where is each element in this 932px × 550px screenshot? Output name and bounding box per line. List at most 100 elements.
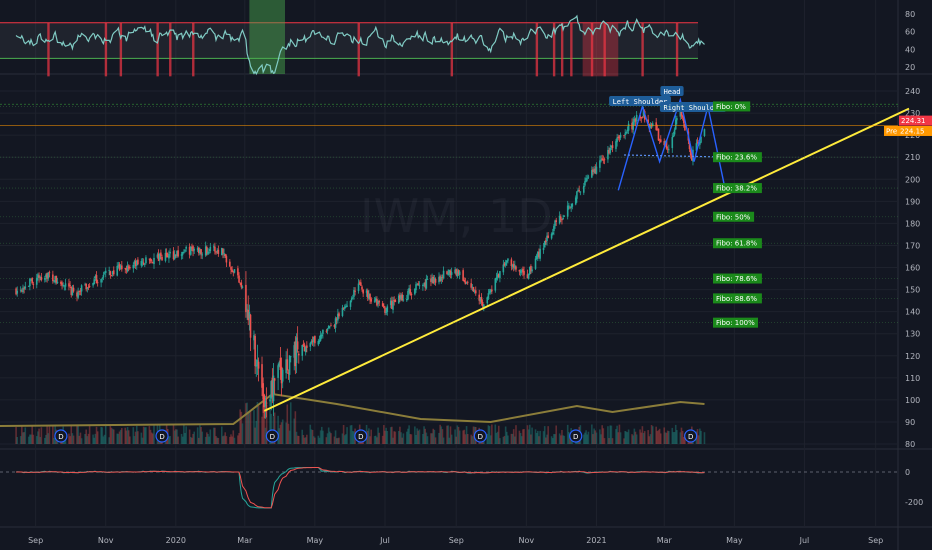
candle-body[interactable]	[224, 254, 227, 257]
candle-body[interactable]	[193, 249, 196, 251]
candle-body[interactable]	[343, 306, 346, 309]
candle-body[interactable]	[584, 181, 586, 186]
candle-body[interactable]	[239, 282, 241, 284]
candle-body[interactable]	[522, 268, 524, 273]
candle-body[interactable]	[175, 254, 177, 256]
candle-body[interactable]	[688, 141, 691, 150]
candle-body[interactable]	[278, 362, 281, 367]
candle-body[interactable]	[166, 255, 169, 258]
pattern-overlays[interactable]: Left Shoulder Head Right Shoulder	[0, 86, 910, 412]
candle-body[interactable]	[53, 281, 55, 283]
candle-body[interactable]	[286, 359, 289, 371]
candle-body[interactable]	[142, 262, 145, 265]
candle-body[interactable]	[679, 111, 682, 117]
candle-body[interactable]	[96, 282, 99, 284]
candle-body[interactable]	[696, 141, 699, 143]
candle-body[interactable]	[366, 290, 369, 298]
candle-body[interactable]	[472, 287, 475, 292]
fibo-tag-box[interactable]	[713, 101, 751, 112]
candle-body[interactable]	[30, 278, 32, 280]
candle-body[interactable]	[634, 118, 637, 122]
support-trendline[interactable]	[263, 107, 910, 412]
candle-body[interactable]	[603, 159, 606, 161]
candle-body[interactable]	[616, 137, 618, 143]
candle-body[interactable]	[289, 356, 292, 358]
candle-body[interactable]	[519, 270, 522, 273]
candle-body[interactable]	[354, 290, 356, 292]
candle-body[interactable]	[232, 271, 235, 273]
price-candles[interactable]	[15, 106, 706, 419]
candle-body[interactable]	[69, 285, 71, 286]
candle-body[interactable]	[585, 178, 587, 182]
candle-body[interactable]	[337, 313, 339, 321]
candle-body[interactable]	[386, 306, 389, 312]
candle-body[interactable]	[198, 247, 200, 253]
candle-body[interactable]	[245, 284, 247, 313]
candle-body[interactable]	[470, 283, 472, 288]
candle-body[interactable]	[52, 274, 54, 282]
candle-body[interactable]	[32, 284, 35, 286]
candle-body[interactable]	[27, 286, 30, 287]
candle-body[interactable]	[361, 286, 363, 290]
candle-body[interactable]	[409, 289, 412, 294]
candle-body[interactable]	[231, 269, 233, 272]
candle-body[interactable]	[512, 264, 515, 268]
candle-body[interactable]	[200, 249, 202, 255]
candle-body[interactable]	[208, 251, 210, 253]
candle-body[interactable]	[666, 148, 669, 150]
candle-body[interactable]	[520, 270, 523, 272]
candle-body[interactable]	[104, 270, 107, 274]
candle-body[interactable]	[137, 259, 139, 265]
candle-body[interactable]	[152, 262, 154, 264]
candle-body[interactable]	[407, 291, 409, 300]
candle-body[interactable]	[191, 247, 193, 249]
candle-body[interactable]	[471, 286, 474, 288]
candle-body[interactable]	[439, 276, 441, 282]
candle-body[interactable]	[680, 111, 683, 116]
candle-body[interactable]	[133, 261, 136, 264]
dividend-marker[interactable]	[54, 429, 68, 443]
candle-body[interactable]	[223, 253, 225, 255]
candle-body[interactable]	[112, 270, 115, 275]
candle-body[interactable]	[592, 169, 594, 173]
rsi-panel[interactable]	[0, 0, 705, 77]
candle-body[interactable]	[454, 269, 456, 274]
candle-body[interactable]	[62, 284, 65, 286]
candle-body[interactable]	[462, 270, 464, 281]
candle-body[interactable]	[70, 286, 73, 295]
candle-body[interactable]	[248, 312, 251, 319]
candle-body[interactable]	[703, 129, 706, 136]
candle-body[interactable]	[365, 290, 368, 293]
candle-body[interactable]	[610, 145, 613, 148]
candle-body[interactable]	[426, 279, 429, 280]
candle-body[interactable]	[503, 263, 506, 266]
candle-body[interactable]	[265, 402, 268, 404]
candle-body[interactable]	[103, 273, 106, 275]
candle-body[interactable]	[466, 281, 469, 283]
candle-body[interactable]	[650, 124, 653, 126]
dividend-marker[interactable]	[684, 429, 698, 443]
candle-body[interactable]	[401, 294, 404, 301]
candle-body[interactable]	[434, 278, 437, 283]
candle-body[interactable]	[132, 264, 135, 269]
candle-body[interactable]	[494, 278, 497, 291]
candle-body[interactable]	[377, 301, 379, 305]
candle-body[interactable]	[438, 276, 440, 283]
candle-body[interactable]	[526, 274, 529, 279]
candle-body[interactable]	[530, 265, 532, 272]
candle-body[interactable]	[189, 246, 192, 255]
candle-body[interactable]	[642, 109, 645, 117]
candle-body[interactable]	[611, 145, 614, 149]
candle-body[interactable]	[153, 257, 155, 265]
candle-body[interactable]	[458, 271, 461, 276]
candle-body[interactable]	[656, 129, 659, 131]
candle-body[interactable]	[121, 265, 123, 270]
candle-body[interactable]	[220, 247, 223, 256]
candle-body[interactable]	[173, 254, 176, 260]
candle-body[interactable]	[383, 305, 385, 308]
candle-body[interactable]	[310, 341, 313, 344]
candle-body[interactable]	[671, 137, 674, 149]
candle-body[interactable]	[95, 275, 98, 284]
candle-body[interactable]	[537, 251, 539, 257]
candle-body[interactable]	[569, 206, 571, 208]
